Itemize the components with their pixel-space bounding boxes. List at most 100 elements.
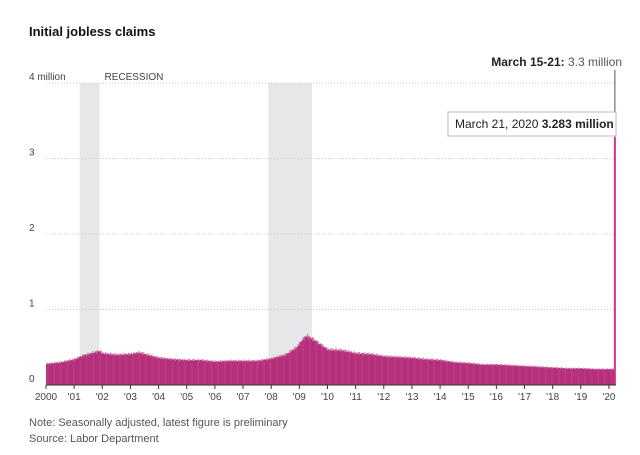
bar bbox=[141, 352, 143, 385]
bar bbox=[214, 361, 216, 385]
bar bbox=[192, 358, 194, 385]
bar bbox=[409, 357, 411, 385]
bar bbox=[194, 359, 196, 385]
bar bbox=[242, 361, 244, 385]
bar bbox=[411, 357, 413, 385]
bar bbox=[320, 343, 322, 385]
bar bbox=[346, 352, 348, 385]
bar bbox=[416, 359, 418, 385]
bar bbox=[517, 365, 519, 385]
bar bbox=[390, 357, 392, 385]
bar bbox=[511, 364, 513, 385]
bar bbox=[135, 352, 137, 385]
bar bbox=[268, 358, 270, 385]
bar bbox=[467, 363, 468, 385]
bar bbox=[453, 361, 455, 385]
bar bbox=[499, 364, 500, 385]
bar bbox=[225, 360, 226, 385]
bar bbox=[290, 351, 291, 385]
bar bbox=[143, 352, 145, 385]
bar bbox=[331, 350, 333, 385]
bar bbox=[98, 351, 100, 385]
bar bbox=[361, 353, 362, 385]
bar bbox=[483, 363, 485, 385]
bar bbox=[177, 359, 179, 385]
bar bbox=[421, 358, 422, 385]
bar bbox=[461, 362, 463, 385]
bar bbox=[282, 355, 283, 385]
bar bbox=[591, 368, 593, 385]
bar bbox=[565, 368, 566, 385]
latest-bar bbox=[613, 137, 616, 385]
bar bbox=[126, 353, 128, 385]
bar bbox=[343, 350, 344, 385]
bar bbox=[325, 346, 327, 385]
bar bbox=[133, 351, 135, 385]
bar bbox=[391, 356, 393, 385]
bar bbox=[330, 347, 332, 385]
bar bbox=[269, 358, 271, 385]
bar bbox=[163, 358, 165, 385]
bar bbox=[423, 359, 425, 385]
bar bbox=[538, 366, 539, 385]
bar bbox=[509, 364, 511, 385]
bar bbox=[306, 337, 308, 385]
bar bbox=[371, 353, 373, 385]
bar bbox=[379, 355, 381, 385]
bar bbox=[266, 358, 268, 385]
bar bbox=[80, 356, 81, 385]
bar bbox=[533, 367, 535, 385]
y-tick-label-4: 0 bbox=[29, 374, 35, 385]
bar bbox=[565, 367, 567, 385]
bar bbox=[503, 365, 505, 385]
bar bbox=[238, 359, 240, 385]
bar bbox=[316, 341, 317, 385]
bar bbox=[167, 358, 169, 385]
bar bbox=[391, 355, 393, 385]
bar bbox=[134, 354, 136, 385]
bar bbox=[218, 361, 220, 385]
bar bbox=[138, 350, 140, 385]
bar bbox=[196, 361, 198, 385]
bar bbox=[272, 358, 274, 385]
bar bbox=[432, 358, 434, 385]
bar bbox=[408, 359, 410, 385]
bar bbox=[125, 354, 126, 385]
bar bbox=[235, 359, 237, 385]
bar bbox=[348, 351, 349, 385]
bar bbox=[116, 355, 118, 385]
bar bbox=[456, 362, 458, 385]
bar bbox=[477, 364, 479, 385]
bar bbox=[426, 360, 428, 385]
bar bbox=[545, 366, 547, 385]
bar bbox=[412, 356, 414, 385]
bar bbox=[342, 350, 343, 385]
bar bbox=[100, 350, 102, 385]
bar bbox=[477, 364, 479, 385]
bar bbox=[270, 360, 272, 385]
bar bbox=[315, 340, 316, 385]
bar bbox=[103, 353, 105, 385]
bar bbox=[470, 363, 472, 385]
bar bbox=[571, 368, 572, 385]
bar bbox=[586, 368, 588, 385]
bar bbox=[454, 362, 455, 385]
bar bbox=[289, 349, 291, 385]
bar bbox=[528, 367, 530, 385]
bar bbox=[428, 359, 429, 385]
bar bbox=[323, 347, 325, 385]
bar bbox=[389, 356, 390, 385]
bar bbox=[531, 366, 533, 385]
bar bbox=[142, 355, 144, 385]
x-tick-label-4: '04 bbox=[152, 392, 165, 403]
bar bbox=[475, 363, 477, 385]
bar bbox=[366, 352, 368, 385]
bar bbox=[270, 358, 271, 385]
annotation-weekly-total: March 15-21: 3.3 million bbox=[491, 55, 622, 69]
bar bbox=[47, 364, 49, 385]
bar bbox=[267, 359, 269, 385]
bar bbox=[56, 361, 58, 385]
bar bbox=[498, 364, 500, 385]
bar bbox=[205, 360, 206, 385]
bar bbox=[161, 356, 163, 385]
